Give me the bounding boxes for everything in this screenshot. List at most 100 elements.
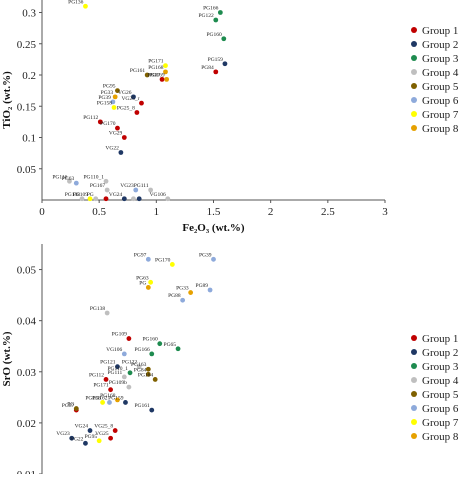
- legend-entry: Group 6: [422, 95, 459, 107]
- data-point: [121, 135, 127, 140]
- legend-marker: [411, 83, 417, 89]
- point-label: PG33: [101, 90, 114, 96]
- y-axis-label: SrO (wt.%): [1, 331, 13, 386]
- data-point: [165, 196, 171, 202]
- data-point: [121, 374, 127, 380]
- data-point: [87, 428, 93, 433]
- point-label: PG65: [164, 342, 177, 348]
- data-point: [103, 178, 109, 184]
- data-point: [136, 196, 142, 202]
- point-label: PG63: [62, 176, 75, 182]
- y-tick-label: 0.01: [17, 469, 36, 474]
- x-tick-label: 0.5: [92, 206, 106, 218]
- legend-entry: Group 8: [422, 431, 459, 443]
- data-point: [127, 370, 133, 376]
- legend-entry: Group 3: [422, 53, 459, 65]
- data-point: [83, 3, 88, 9]
- data-point: [118, 150, 124, 155]
- point-label: PG161: [134, 403, 150, 409]
- data-point: [108, 435, 113, 441]
- legend-marker: [411, 41, 417, 47]
- point-label: PG122: [122, 360, 138, 366]
- legend-entry: Group 1: [422, 25, 458, 37]
- data-point: [152, 377, 158, 382]
- data-point: [126, 384, 132, 390]
- point-label: PG95: [103, 84, 116, 90]
- data-point: [222, 61, 228, 67]
- data-point: [67, 178, 72, 184]
- point-label: PG109: [73, 192, 89, 198]
- x-tick-label: 3: [382, 206, 388, 218]
- point-label: VG23: [56, 431, 70, 437]
- point-label: PG63: [136, 275, 149, 281]
- x-tick-label: 2.5: [321, 206, 335, 218]
- data-point: [164, 76, 170, 82]
- y-tick-label: 0.25: [17, 39, 37, 51]
- data-point: [103, 196, 109, 202]
- legend-marker: [411, 419, 417, 425]
- data-point: [148, 187, 154, 193]
- data-point: [131, 196, 136, 202]
- data-point: [213, 17, 219, 23]
- data-point: [169, 262, 175, 267]
- data-point: [104, 310, 110, 316]
- chart-top: 0.05 0.1 0.15 0.2 0.25 0.3 0 0.5 1 1.5 2 2.5 3 Fe₂O₃ …: [1, 0, 459, 234]
- data-point: [213, 69, 219, 75]
- data-point: [83, 440, 88, 446]
- legend-entry: Group 1: [422, 333, 458, 345]
- point-label: PG112: [89, 372, 104, 378]
- point-label: PG84: [134, 367, 147, 373]
- point-label: PG170: [155, 257, 171, 263]
- data-point: [131, 94, 136, 100]
- point-label: PG171: [93, 383, 109, 389]
- point-label: PG109: [112, 332, 128, 338]
- legend-marker: [411, 335, 417, 341]
- data-point: [145, 256, 151, 262]
- point-label: PG88: [168, 293, 181, 299]
- data-point: [73, 406, 79, 411]
- point-label: PG138: [65, 192, 81, 198]
- point-label: PG158: [97, 101, 113, 107]
- point-label: PG95: [85, 434, 98, 440]
- point-label: PG138: [90, 306, 106, 312]
- data-point: [180, 297, 186, 303]
- point-label: PG160: [207, 32, 223, 38]
- point-label: PG163: [131, 362, 147, 368]
- data-point: [136, 364, 142, 370]
- legend-entry: Group 2: [422, 347, 458, 359]
- legend-entry: Group 4: [422, 375, 459, 387]
- data-point: [115, 88, 120, 94]
- point-label: VG24: [75, 424, 89, 430]
- point-label: PG121: [100, 360, 116, 366]
- point-label: PG: [87, 192, 94, 198]
- legend-entry: Group 8: [422, 123, 459, 135]
- data-point: [144, 72, 150, 78]
- point-label: PG89: [196, 283, 209, 289]
- point-label: PG159: [208, 57, 224, 63]
- point-label: PG122: [199, 13, 215, 19]
- point-label: VG106: [106, 347, 122, 353]
- point-label: PG164: [138, 372, 154, 378]
- x-tick-label: 1.5: [207, 206, 221, 218]
- data-point: [112, 428, 118, 433]
- legend-marker: [411, 97, 417, 103]
- point-label: VG22: [105, 146, 119, 152]
- point-label: PG168: [100, 393, 116, 399]
- point-label: VG23: [120, 183, 134, 189]
- point-label: PG84: [201, 65, 214, 71]
- data-point: [207, 287, 213, 293]
- x-tick-label: 2: [268, 206, 274, 218]
- data-point: [159, 76, 165, 82]
- data-point: [133, 187, 139, 193]
- legend-entry: Group 7: [422, 109, 459, 121]
- legend-marker: [411, 27, 417, 33]
- legend-entry: Group 4: [422, 67, 459, 79]
- legend-entry: Group 6: [422, 403, 459, 415]
- legend-entry: Group 7: [422, 417, 459, 429]
- point-label: PG111: [107, 370, 122, 376]
- data-point: [73, 180, 79, 186]
- legend-entry: Group 5: [422, 81, 459, 93]
- point-label: PG159: [108, 395, 124, 401]
- point-label: PG111: [134, 183, 149, 189]
- point-label: PG97: [134, 252, 147, 258]
